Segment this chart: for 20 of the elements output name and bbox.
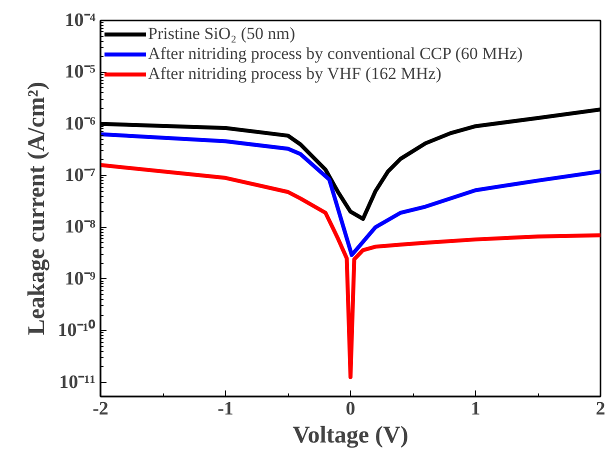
line-series xyxy=(100,132,600,257)
x-tick-label: 1 xyxy=(470,398,480,420)
y-tick-label: 10⁻⁷ xyxy=(64,165,96,186)
y-tick-label: 10⁻⁵ xyxy=(64,62,96,83)
legend-label: Pristine SiO₂ (50 nm) xyxy=(148,24,296,44)
x-tick-label: 0 xyxy=(346,398,356,420)
y-tick-label: 10⁻⁴ xyxy=(64,10,96,31)
x-axis-title: Voltage (V) xyxy=(292,422,408,448)
legend-label: After nitriding process by VHF (162 MHz) xyxy=(148,64,442,84)
y-tick-label: 10⁻¹¹ xyxy=(59,372,96,393)
x-tick-label: 2 xyxy=(596,398,606,420)
y-tick-label: 10⁻⁸ xyxy=(64,216,96,238)
y-axis-title: Leakage current (A/cm²) xyxy=(24,82,50,336)
line-series xyxy=(100,162,600,380)
y-tick-label: 10⁻¹⁰ xyxy=(58,319,96,342)
legend-label: After nitriding process by conventional CCP (60 MHz) xyxy=(148,44,523,64)
x-tick-label: -2 xyxy=(92,398,108,420)
y-tick-label: 10⁻⁹ xyxy=(64,268,96,290)
x-tick-label: -1 xyxy=(218,398,234,420)
y-tick-label: 10⁻⁶ xyxy=(64,113,96,134)
